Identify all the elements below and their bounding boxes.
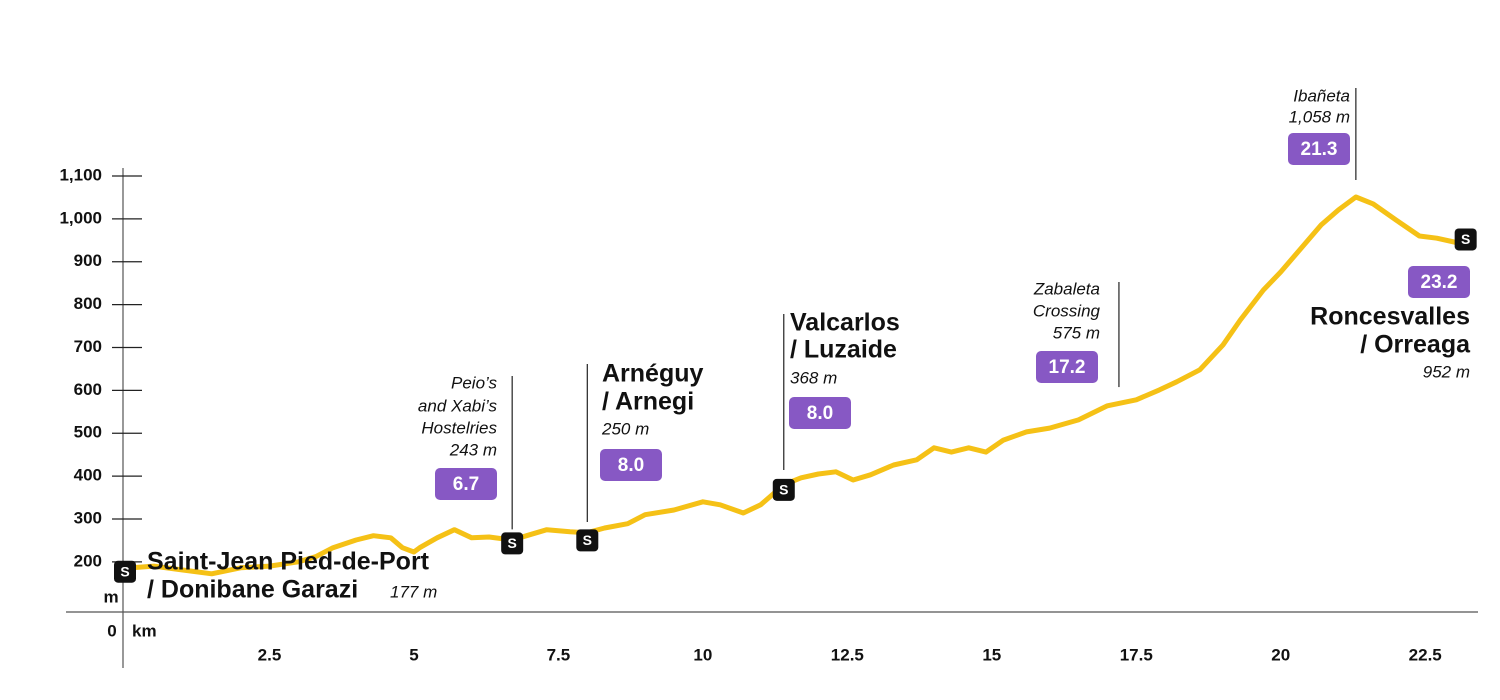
km-badge bbox=[1408, 266, 1470, 298]
x-tick-label: 15 bbox=[982, 645, 1001, 664]
x-unit: km bbox=[132, 621, 157, 640]
stop-name: Saint-Jean Pied-de-Port bbox=[147, 548, 430, 576]
elevation-line bbox=[122, 194, 1469, 577]
stop-elevation: 250 m bbox=[601, 419, 649, 438]
x-tick-label: 5 bbox=[409, 645, 418, 664]
stop-name: Ibañeta bbox=[1293, 86, 1350, 105]
stop-name: Arnéguy bbox=[602, 360, 704, 388]
y-tick-label: 500 bbox=[74, 423, 102, 442]
x-tick-label: 7.5 bbox=[547, 645, 571, 664]
stop-icon bbox=[576, 529, 599, 552]
stop-icon-label: S bbox=[583, 532, 592, 548]
y-tick-label: 900 bbox=[74, 251, 102, 270]
stop-name: Crossing bbox=[1033, 301, 1101, 320]
km-badge-label: 8.0 bbox=[618, 455, 644, 476]
y-tick-label: 1,100 bbox=[59, 165, 102, 184]
stop-name: / Donibane Garazi bbox=[147, 576, 358, 604]
y-tick-label: 1,000 bbox=[59, 208, 102, 227]
stop-name: Zabaleta bbox=[1033, 279, 1100, 298]
stop-elevation: 575 m bbox=[1053, 323, 1100, 342]
y-tick-label: 800 bbox=[74, 294, 102, 313]
stop-icon-label: S bbox=[779, 482, 788, 498]
km-badge-label: 8.0 bbox=[807, 403, 833, 424]
stop-name: Roncesvalles bbox=[1310, 303, 1470, 331]
stop-elevation: 243 m bbox=[449, 440, 497, 459]
x-tick-label: 0 bbox=[107, 621, 116, 640]
stop-icon-label: S bbox=[508, 535, 517, 551]
km-badge bbox=[435, 468, 497, 500]
km-badge bbox=[1288, 133, 1350, 165]
stop-elevation: 368 m bbox=[790, 368, 837, 387]
km-badge-label: 21.3 bbox=[1301, 139, 1338, 160]
stop-elevation: 952 m bbox=[1423, 362, 1470, 381]
y-unit: m bbox=[103, 587, 118, 606]
y-tick-label: 200 bbox=[74, 551, 102, 570]
km-badge bbox=[789, 397, 851, 429]
stop-elevation: 177 m bbox=[390, 582, 437, 601]
stop-icon bbox=[501, 532, 524, 555]
y-tick-label: 400 bbox=[74, 466, 102, 485]
x-tick-label: 20 bbox=[1271, 645, 1290, 664]
x-tick-label: 22.5 bbox=[1409, 645, 1442, 664]
km-badge-label: 17.2 bbox=[1049, 357, 1086, 378]
x-tick-label: 10 bbox=[693, 645, 712, 664]
y-tick-label: 300 bbox=[74, 508, 102, 527]
x-tick-label: 12.5 bbox=[831, 645, 864, 664]
stop-icon bbox=[114, 560, 136, 583]
stop-name: Hostelries bbox=[421, 418, 497, 437]
stop-icon bbox=[772, 478, 795, 501]
km-badge-label: 6.7 bbox=[453, 474, 479, 495]
y-tick-label: 700 bbox=[74, 337, 102, 356]
stop-icon-label: S bbox=[1461, 231, 1470, 247]
stop-name: / Luzaide bbox=[790, 336, 897, 364]
x-tick-label: 2.5 bbox=[258, 645, 282, 664]
stop-name: Valcarlos bbox=[790, 309, 900, 337]
km-badge-label: 23.2 bbox=[1421, 272, 1458, 293]
stop-name: and Xabi’s bbox=[418, 396, 498, 415]
x-tick-label: 17.5 bbox=[1120, 645, 1153, 664]
stop-name: Peio’s bbox=[451, 373, 497, 392]
y-tick-label: 600 bbox=[74, 380, 102, 399]
km-badge bbox=[600, 449, 662, 481]
km-badge bbox=[1036, 351, 1098, 383]
stop-name: / Orreaga bbox=[1360, 331, 1471, 359]
stop-icon-label: S bbox=[120, 563, 129, 579]
stop-icon bbox=[1454, 228, 1477, 251]
stop-name: / Arnegi bbox=[602, 388, 694, 416]
stop-elevation: 1,058 m bbox=[1289, 107, 1350, 126]
